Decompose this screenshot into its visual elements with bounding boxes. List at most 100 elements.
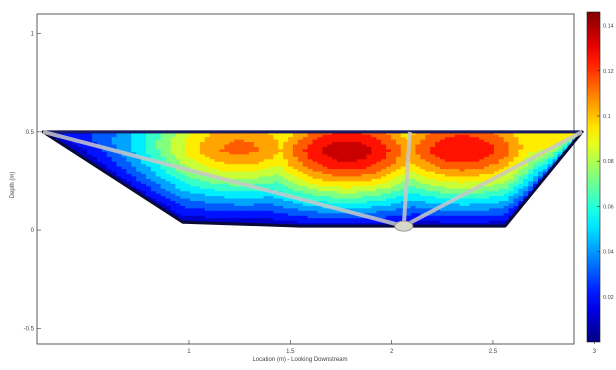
field-cell — [302, 151, 309, 155]
field-cell — [224, 171, 230, 174]
field-cell — [493, 134, 500, 138]
field-cell — [278, 195, 284, 199]
field-cell — [400, 171, 407, 174]
field-cell — [175, 144, 181, 147]
field-cell — [273, 161, 279, 165]
field-cell — [307, 149, 313, 152]
field-cell — [273, 183, 279, 187]
field-cell — [288, 217, 294, 221]
field-cell — [131, 183, 137, 187]
field-cell — [332, 141, 338, 145]
field-cell — [346, 144, 353, 147]
field-cell — [435, 178, 441, 182]
field-cell — [361, 220, 367, 224]
field-cell — [297, 178, 304, 182]
field-cell — [366, 161, 372, 165]
field-cell — [479, 163, 485, 167]
field-cell — [361, 207, 367, 211]
field-cell — [533, 166, 539, 170]
field-cell — [479, 195, 485, 199]
field-cell — [415, 222, 421, 226]
field-cell — [283, 149, 289, 152]
field-cell — [493, 144, 500, 147]
field-cell — [454, 180, 460, 184]
field-cell — [258, 134, 264, 138]
field-cell — [371, 171, 377, 174]
field-cell — [155, 149, 162, 152]
field-cell — [386, 168, 392, 172]
field-cell — [126, 171, 132, 174]
field-cell — [322, 212, 328, 216]
field-cell — [493, 136, 500, 140]
field-cell — [327, 220, 333, 224]
field-cell — [577, 203, 583, 206]
field-cell — [395, 141, 402, 145]
field-cell — [371, 210, 377, 214]
field-cell — [199, 163, 206, 167]
field-cell — [449, 207, 456, 211]
field-cell — [194, 176, 201, 179]
field-cell — [528, 176, 534, 179]
field-cell — [327, 215, 333, 219]
field-cell — [121, 180, 127, 184]
field-cell — [346, 158, 353, 162]
field-cell — [489, 144, 495, 147]
field-cell — [337, 141, 343, 145]
field-cell — [410, 166, 416, 170]
field-cell — [263, 149, 269, 152]
field-cell — [361, 195, 367, 199]
field-cell — [508, 193, 514, 197]
field-cell — [297, 212, 304, 216]
field-cell — [327, 136, 333, 140]
field-cell — [498, 134, 505, 138]
field-cell — [96, 134, 103, 138]
field-cell — [180, 156, 186, 160]
field-cell — [327, 178, 333, 182]
field-cell — [111, 168, 117, 172]
field-cell — [405, 200, 411, 204]
field-cell — [484, 139, 490, 143]
field-cell — [391, 153, 397, 157]
field-cell — [395, 146, 402, 150]
field-cell — [204, 188, 211, 192]
field-cell — [234, 153, 240, 157]
field-cell — [513, 173, 519, 177]
field-cell — [253, 166, 260, 170]
field-cell — [219, 195, 225, 199]
field-cell — [214, 163, 220, 167]
field-cell — [292, 146, 299, 150]
field-cell — [131, 176, 137, 179]
field-cell — [322, 188, 328, 192]
field-cell — [82, 144, 88, 147]
field-cell — [425, 161, 431, 165]
field-cell — [484, 166, 490, 170]
field-cell — [430, 139, 436, 143]
field-cell — [204, 193, 211, 197]
field-cell — [361, 171, 367, 174]
x-tick-label: 2.5 — [489, 349, 498, 355]
field-cell — [503, 173, 509, 177]
field-cell — [440, 222, 446, 226]
field-cell — [214, 153, 220, 157]
field-cell — [337, 139, 343, 143]
field-cell — [96, 149, 103, 152]
field-cell — [440, 195, 446, 199]
field-cell — [552, 141, 558, 145]
field-cell — [474, 210, 480, 214]
field-cell — [297, 203, 304, 206]
field-cell — [229, 207, 235, 211]
field-cell — [243, 210, 250, 214]
field-cell — [160, 180, 166, 184]
field-cell — [302, 144, 309, 147]
field-cell — [425, 134, 431, 138]
field-cell — [410, 178, 416, 182]
field-cell — [469, 136, 475, 140]
field-cell — [248, 188, 255, 192]
field-cell — [405, 198, 411, 202]
field-cell — [288, 180, 294, 184]
field-cell — [395, 163, 402, 167]
field-cell — [454, 168, 460, 172]
field-cell — [199, 146, 206, 150]
field-cell — [351, 200, 358, 204]
